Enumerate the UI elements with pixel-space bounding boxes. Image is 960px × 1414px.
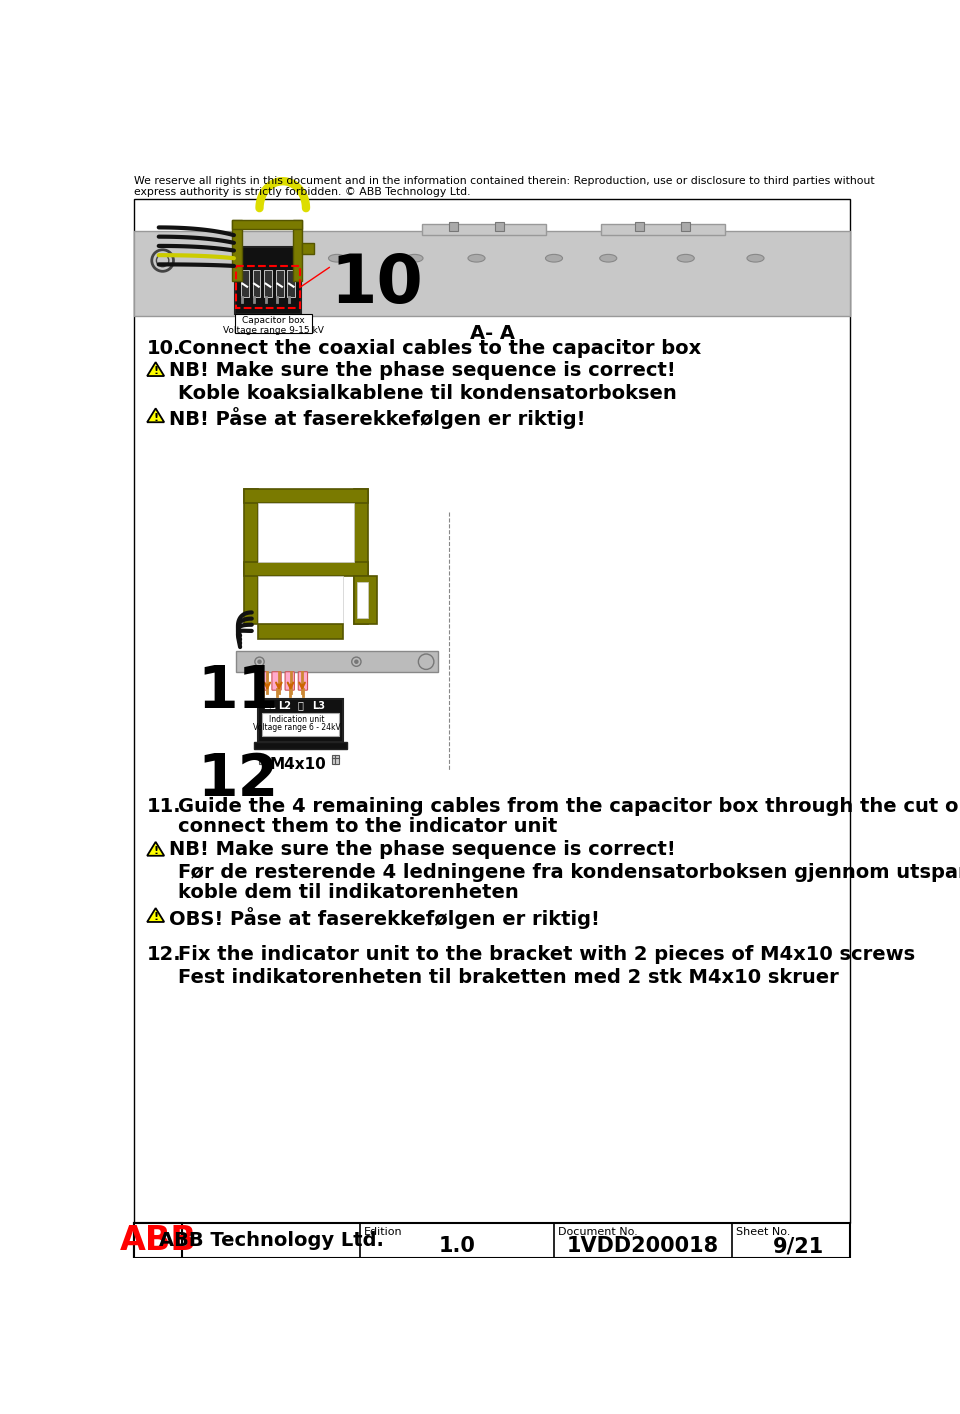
FancyBboxPatch shape [299,672,307,690]
FancyBboxPatch shape [302,243,314,255]
FancyBboxPatch shape [681,222,690,232]
Text: Før de resterende 4 ledningene fra kondensatorboksen gjennom utsparingen og: Før de resterende 4 ledningene fra konde… [179,864,960,882]
FancyBboxPatch shape [258,700,344,742]
FancyBboxPatch shape [276,270,283,297]
FancyBboxPatch shape [134,1223,850,1258]
Ellipse shape [747,255,764,262]
Text: ABB: ABB [120,1225,197,1257]
Text: !: ! [153,413,158,423]
Text: Fest indikatorenheten til braketten med 2 stk M4x10 skruer: Fest indikatorenheten til braketten med … [179,969,839,987]
Text: Guide the 4 remaining cables from the capacitor box through the cut out and: Guide the 4 remaining cables from the ca… [179,797,960,816]
Text: 11: 11 [198,663,278,720]
FancyBboxPatch shape [285,672,295,690]
Text: We reserve all rights in this document and in the information contained therein:: We reserve all rights in this document a… [134,175,875,198]
FancyBboxPatch shape [357,583,368,618]
FancyBboxPatch shape [258,577,344,624]
Text: ⏚: ⏚ [298,700,303,711]
Text: !: ! [153,846,158,855]
Polygon shape [147,409,164,423]
Text: NB! Make sure the phase sequence is correct!: NB! Make sure the phase sequence is corr… [169,361,676,379]
Text: Document No.: Document No. [558,1227,637,1237]
Text: OBS! Påse at faserekkefølgen er riktig!: OBS! Påse at faserekkefølgen er riktig! [169,906,600,929]
FancyBboxPatch shape [495,222,504,232]
Text: 1.0: 1.0 [439,1236,475,1256]
FancyBboxPatch shape [259,755,265,764]
Text: 1VDD200018: 1VDD200018 [567,1236,719,1256]
FancyBboxPatch shape [354,577,377,624]
Text: connect them to the indicator unit: connect them to the indicator unit [179,817,558,836]
FancyBboxPatch shape [448,222,458,232]
FancyBboxPatch shape [244,563,368,577]
Text: ABB Technology Ltd.: ABB Technology Ltd. [158,1232,384,1250]
Text: NB! Påse at faserekkefølgen er riktig!: NB! Påse at faserekkefølgen er riktig! [169,407,586,428]
FancyBboxPatch shape [232,219,242,281]
FancyBboxPatch shape [234,314,312,332]
Polygon shape [147,908,164,922]
FancyBboxPatch shape [232,219,302,229]
Ellipse shape [677,255,694,262]
FancyBboxPatch shape [254,742,348,749]
Text: Edition: Edition [364,1227,403,1237]
Ellipse shape [468,255,485,262]
FancyBboxPatch shape [258,503,354,563]
Text: M4x10: M4x10 [270,756,326,772]
Text: Sheet No.: Sheet No. [736,1227,790,1237]
Text: 12.: 12. [147,945,181,964]
FancyBboxPatch shape [264,270,272,297]
Text: L2: L2 [278,700,292,711]
Ellipse shape [328,255,346,262]
Text: Indication unit: Indication unit [269,715,324,724]
Text: Koble koaksialkablene til kondensatorboksen: Koble koaksialkablene til kondensatorbok… [179,383,677,403]
Ellipse shape [600,255,616,262]
Text: Voltage range 6 - 24kV: Voltage range 6 - 24kV [252,724,341,732]
FancyBboxPatch shape [287,270,295,297]
FancyBboxPatch shape [272,672,281,690]
Polygon shape [147,841,164,855]
Text: Connect the coaxial cables to the capacitor box: Connect the coaxial cables to the capaci… [179,339,702,358]
FancyBboxPatch shape [134,232,850,315]
Ellipse shape [545,255,563,262]
FancyBboxPatch shape [262,713,339,737]
Circle shape [355,660,358,663]
Text: 9/21: 9/21 [773,1236,824,1256]
FancyBboxPatch shape [422,223,546,235]
Text: A- A: A- A [469,324,515,342]
FancyBboxPatch shape [252,270,260,297]
Circle shape [258,660,261,663]
Text: koble dem til indikatorenheten: koble dem til indikatorenheten [179,884,518,902]
Text: 10: 10 [331,250,423,317]
FancyBboxPatch shape [332,755,339,764]
FancyBboxPatch shape [236,650,438,673]
Text: Capacitor box
Voltage range 9-15 kV: Capacitor box Voltage range 9-15 kV [223,315,324,335]
FancyBboxPatch shape [293,219,302,281]
Text: 12: 12 [198,751,278,807]
FancyBboxPatch shape [244,489,258,624]
FancyBboxPatch shape [354,489,368,624]
FancyBboxPatch shape [601,223,725,235]
Text: 10.: 10. [147,339,181,358]
Polygon shape [147,362,164,376]
FancyBboxPatch shape [258,624,344,639]
FancyBboxPatch shape [244,489,368,503]
Text: !: ! [153,912,158,922]
FancyBboxPatch shape [635,222,644,232]
Text: 11.: 11. [147,797,181,816]
FancyBboxPatch shape [134,1223,182,1258]
Text: L3: L3 [312,700,324,711]
Text: !: ! [153,366,158,376]
Ellipse shape [406,255,423,262]
Text: NB! Make sure the phase sequence is correct!: NB! Make sure the phase sequence is corr… [169,840,676,860]
FancyBboxPatch shape [241,270,249,297]
Text: L1: L1 [263,700,276,711]
FancyBboxPatch shape [259,672,268,690]
FancyBboxPatch shape [234,246,300,314]
Text: Fix the indicator unit to the bracket with 2 pieces of M4x10 screws: Fix the indicator unit to the bracket wi… [179,945,915,964]
